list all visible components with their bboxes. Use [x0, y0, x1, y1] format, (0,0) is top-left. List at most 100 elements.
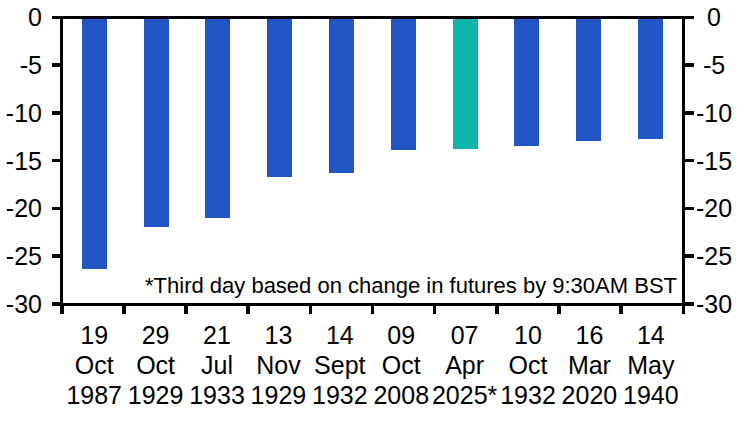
x-tick-line: 07 [432, 320, 497, 350]
x-tickmark [246, 306, 250, 314]
x-tickmark [619, 306, 623, 314]
y-tickmark-right [685, 16, 694, 20]
x-tick-label: 13Nov1929 [248, 320, 309, 410]
y-tick-label-left: -15 [0, 148, 42, 173]
x-tickmark [184, 306, 188, 314]
x-tick-label: 07Apr2025* [432, 320, 497, 410]
bar-slot [558, 19, 620, 302]
y-tickmark-right [685, 207, 694, 211]
x-tick-line: May [620, 350, 681, 380]
y-tick-label-left: -20 [0, 196, 42, 221]
x-tick-line: 2008 [371, 380, 432, 410]
x-tick-line: 21 [186, 320, 247, 350]
y-tick-label-right: -5 [689, 53, 739, 78]
x-tick-label: 14May1940 [620, 320, 681, 410]
bar [391, 19, 416, 150]
y-tickmark-left [52, 302, 61, 306]
x-tick-line: 09 [371, 320, 432, 350]
x-tickmark [495, 306, 499, 314]
x-tick-label: 29Oct1929 [125, 320, 186, 410]
bars-row [64, 19, 682, 302]
y-tick-label-left: 0 [0, 5, 42, 30]
x-tick-line: Sept [309, 350, 370, 380]
bar [576, 19, 601, 141]
bar [82, 19, 107, 269]
bar [267, 19, 292, 177]
bar [514, 19, 539, 146]
x-tick-label: 16Mar2020 [559, 320, 620, 410]
x-tickmark [433, 306, 437, 314]
bar [205, 19, 230, 218]
y-tickmark-left [52, 254, 61, 258]
x-tick-line: 13 [248, 320, 309, 350]
bar-slot [187, 19, 249, 302]
y-tickmark-right [685, 159, 694, 163]
footnote: *Third day based on change in futures by… [145, 274, 677, 298]
bar [638, 19, 663, 139]
y-tick-label-left: -5 [0, 53, 42, 78]
x-tick-line: 29 [125, 320, 186, 350]
y-tick-label-right: -25 [689, 244, 739, 269]
y-tickmark-left [52, 207, 61, 211]
x-tick-label: 19Oct1987 [64, 320, 125, 410]
y-tick-label-right: -30 [689, 291, 739, 316]
bar-highlighted [453, 19, 478, 149]
y-tick-label-right: -10 [689, 100, 739, 125]
x-tick-line: 19 [64, 320, 125, 350]
x-tickmark [309, 306, 313, 314]
x-tick-line: 1929 [248, 380, 309, 410]
x-tick-line: 2020 [559, 380, 620, 410]
x-tick-line: Oct [371, 350, 432, 380]
x-tick-line: 2025* [432, 380, 497, 410]
y-tickmark-right [685, 63, 694, 67]
y-tick-label-left: -10 [0, 100, 42, 125]
y-tick-label-right: -20 [689, 196, 739, 221]
bar-slot [249, 19, 311, 302]
x-tick-line: 1932 [497, 380, 558, 410]
y-tickmark-left [52, 111, 61, 115]
x-tick-line: 14 [620, 320, 681, 350]
x-tick-line: Apr [432, 350, 497, 380]
x-tick-line: 1940 [620, 380, 681, 410]
x-tick-line: 1933 [186, 380, 247, 410]
y-tickmark-right [685, 111, 694, 115]
x-axis-labels: 19Oct198729Oct192921Jul193313Nov192914Se… [64, 320, 682, 410]
bar-slot [125, 19, 187, 302]
x-tick-line: 1929 [125, 380, 186, 410]
x-tick-line: Nov [248, 350, 309, 380]
x-tick-label: 10Oct1932 [497, 320, 558, 410]
x-tick-line: Jul [186, 350, 247, 380]
x-tick-line: Oct [125, 350, 186, 380]
x-tick-label: 09Oct2008 [371, 320, 432, 410]
y-tick-label-left: -30 [0, 291, 42, 316]
bar-slot [372, 19, 434, 302]
x-tick-line: 10 [497, 320, 558, 350]
x-tick-line: 16 [559, 320, 620, 350]
y-tickmark-right [685, 302, 694, 306]
bar-slot [434, 19, 496, 302]
y-tickmark-left [52, 159, 61, 163]
x-tick-label: 14Sept1932 [309, 320, 370, 410]
y-tick-label-right: 0 [689, 5, 739, 30]
y-tickmark-right [685, 254, 694, 258]
bar-slot [311, 19, 373, 302]
y-tickmark-left [52, 63, 61, 67]
bar-slot [620, 19, 682, 302]
bar-slot [64, 19, 126, 302]
bar-chart: 0 0 -5 -5 -10 -10 -15 -15 -20 -20 -25 -25 -30 -30 *Th… [0, 0, 750, 425]
x-tickmark [122, 306, 126, 314]
x-tick-label: 21Jul1933 [186, 320, 247, 410]
bar [144, 19, 169, 227]
x-tick-line: Oct [497, 350, 558, 380]
x-tick-line: Mar [559, 350, 620, 380]
bar [329, 19, 354, 173]
x-tick-line: 1932 [309, 380, 370, 410]
x-tickmark [60, 306, 64, 314]
y-tick-label-left: -25 [0, 244, 42, 269]
bar-slot [496, 19, 558, 302]
y-tick-label-right: -15 [689, 148, 739, 173]
x-tickmark [371, 306, 375, 314]
x-tickmark [557, 306, 561, 314]
y-tickmark-left [52, 16, 61, 20]
x-tickmark [682, 306, 686, 314]
